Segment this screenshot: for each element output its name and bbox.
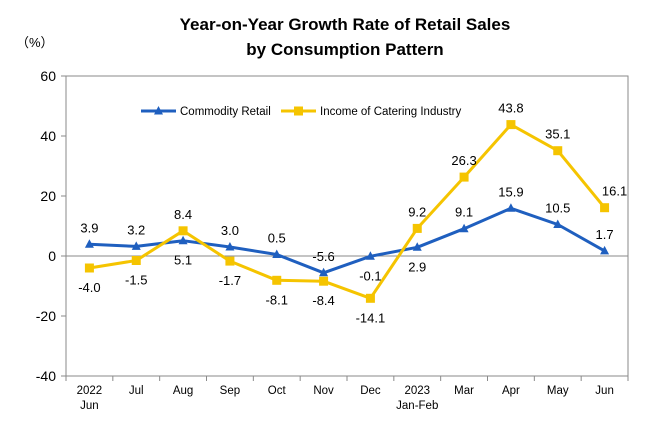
data-label-catering: 26.3 [451, 153, 476, 168]
x-tick-label: 2023 Jan-Feb [396, 385, 438, 412]
chart-title-line-1: Year-on-Year Growth Rate of Retail Sales [180, 15, 511, 34]
data-label-commodity: 3.9 [80, 220, 98, 235]
data-point-commodity [412, 242, 422, 251]
data-label-commodity: -0.1 [359, 268, 381, 283]
data-point-commodity [506, 203, 516, 212]
data-point-catering [178, 226, 188, 236]
legend-marker-catering [294, 106, 303, 116]
legend: Commodity Retail Income of Catering Indus… [141, 106, 462, 118]
data-point-catering [319, 276, 329, 286]
y-tick-label: 0 [48, 248, 56, 264]
legend-label-catering: Income of Catering Industry [320, 106, 462, 118]
data-label-commodity: 2.9 [408, 259, 426, 274]
data-point-commodity [84, 239, 94, 248]
data-label-catering: 43.8 [498, 101, 523, 116]
data-label-catering: -8.1 [266, 292, 288, 307]
series-layer: 3.9 3.2 5.1 3.0 0.5 -5.6 -0.1 2.9 9.1 15.9 10.5 1.7… [78, 101, 627, 326]
legend-label-commodity: Commodity Retail [180, 106, 271, 118]
data-label-commodity: 3.0 [221, 223, 239, 238]
data-label-catering: 16.1 [602, 184, 627, 199]
x-tick-label: Jul [129, 385, 144, 397]
data-label-catering: 9.2 [408, 204, 426, 219]
data-point-commodity [459, 223, 469, 233]
data-label-catering: -8.4 [312, 293, 334, 308]
data-point-commodity [131, 241, 141, 250]
data-point-catering [459, 172, 469, 182]
data-point-catering [131, 256, 141, 265]
data-label-catering: 35.1 [545, 127, 570, 142]
data-label-commodity: 0.5 [268, 231, 286, 246]
x-tick-label: Dec [360, 385, 381, 397]
data-point-commodity [272, 249, 282, 258]
data-point-commodity [553, 219, 563, 228]
axes: 60 40 20 0 -20 -40 2022 Jun Jul Aug Sep Oct Nov Dec 20… [36, 68, 629, 412]
y-tick-label: -40 [36, 368, 56, 384]
data-label-catering: 8.4 [174, 207, 192, 222]
data-label-commodity: 1.7 [596, 227, 614, 242]
data-label-commodity: 15.9 [498, 184, 523, 199]
data-point-catering [225, 256, 235, 266]
y-axis-unit-label: （%） [16, 35, 54, 50]
y-tick-label: 40 [40, 128, 56, 144]
x-tick-label: May [547, 385, 569, 397]
chart-title-line-2: by Consumption Pattern [246, 40, 443, 59]
data-label-catering: -1.7 [219, 273, 241, 288]
data-point-catering [84, 263, 94, 273]
series-line-commodity [89, 206, 606, 275]
data-point-catering [412, 223, 422, 233]
x-tick-label: Nov [313, 385, 334, 397]
x-tick-label: 2022 Jun [77, 385, 103, 412]
data-point-catering [553, 146, 563, 156]
data-label-commodity: 3.2 [127, 222, 145, 237]
legend-marker-commodity [154, 106, 163, 115]
data-point-commodity [178, 235, 188, 245]
x-tick-label: Aug [173, 385, 193, 397]
data-point-commodity [365, 251, 375, 260]
data-label-commodity: -5.6 [312, 249, 334, 264]
x-tick-label: Jun [595, 385, 614, 397]
data-label-commodity: 5.1 [174, 253, 192, 268]
data-point-commodity [225, 242, 235, 251]
series-line-catering [89, 123, 606, 300]
data-label-catering: -1.5 [125, 273, 147, 288]
data-label-commodity: 9.1 [455, 205, 473, 220]
x-tick-label: Apr [502, 385, 520, 397]
y-tick-label: 60 [40, 68, 56, 84]
data-point-catering [272, 275, 282, 285]
x-tick-label: Mar [454, 385, 474, 397]
plot-area-frame [65, 75, 629, 377]
data-point-catering [600, 203, 610, 213]
x-tick-label: Sep [220, 385, 240, 397]
y-tick-label: -20 [36, 308, 56, 324]
y-tick-label: 20 [40, 188, 56, 204]
data-label-catering: -4.0 [78, 280, 100, 295]
x-tick-label: Oct [268, 385, 287, 397]
data-point-catering [365, 293, 375, 303]
data-point-commodity [319, 267, 329, 277]
data-label-catering: -14.1 [356, 310, 386, 325]
data-point-commodity [600, 245, 610, 255]
data-point-catering [506, 120, 516, 130]
data-label-commodity: 10.5 [545, 201, 570, 216]
